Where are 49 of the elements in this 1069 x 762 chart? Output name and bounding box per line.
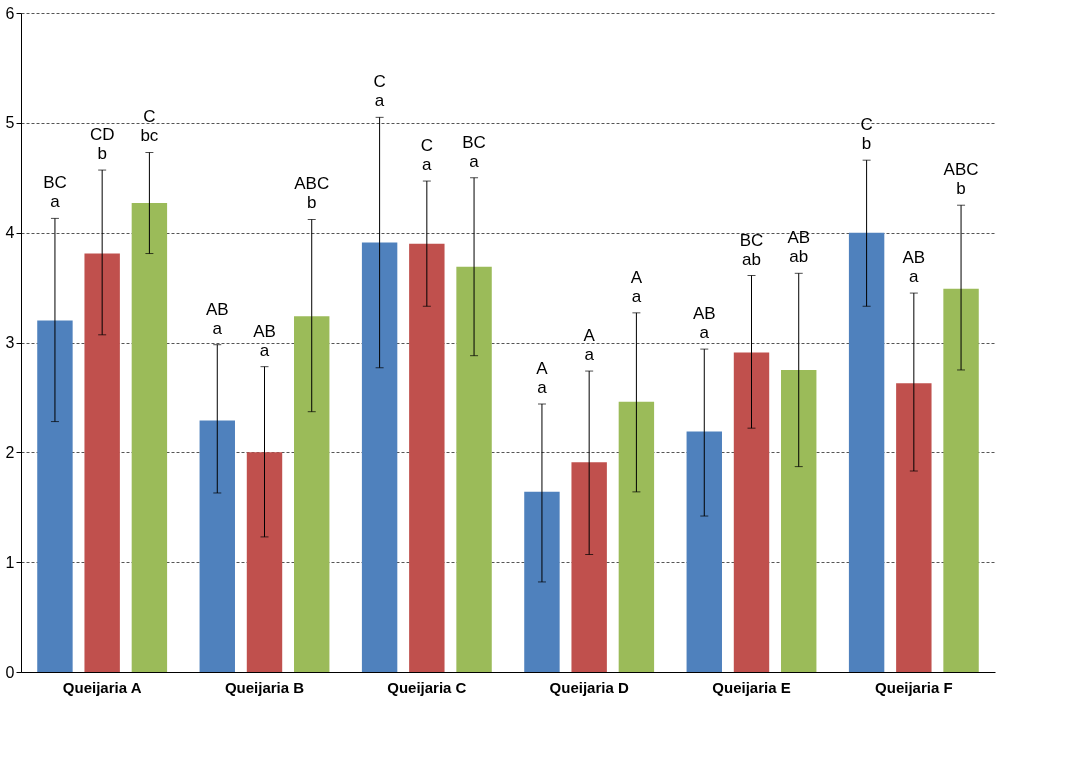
y-tick-label: 5 <box>5 114 15 132</box>
annotation: C a <box>420 136 433 175</box>
bar <box>361 242 398 672</box>
x-tick-label: Queijaria C <box>387 678 467 696</box>
bar <box>618 401 655 672</box>
y-tick-label: 4 <box>5 224 15 242</box>
bar <box>733 352 770 672</box>
annotation: AB a <box>205 299 229 338</box>
annotation: CD b <box>89 125 115 164</box>
bar <box>524 491 560 672</box>
x-tick-label: Queijaria E <box>712 678 791 696</box>
annotation: BC ab <box>739 230 764 269</box>
annotation: C a <box>373 72 386 111</box>
annotation: C b <box>860 115 873 154</box>
bar <box>37 320 73 672</box>
bar <box>131 203 168 672</box>
x-tick-label: Queijaria D <box>549 678 629 696</box>
y-tick-label: 6 <box>5 4 15 22</box>
bar <box>781 369 817 672</box>
bar <box>943 288 979 672</box>
bar <box>199 420 235 672</box>
bar <box>571 462 607 672</box>
bar <box>294 316 330 672</box>
annotation: C bc <box>140 107 159 146</box>
annotation: A a <box>630 267 643 306</box>
y-tick-label: 1 <box>5 553 15 571</box>
y-tick-label: 0 <box>5 663 15 681</box>
bar <box>848 232 885 672</box>
annotation: AB a <box>692 304 716 343</box>
bar <box>246 452 283 672</box>
annotation: BC a <box>462 132 486 171</box>
bar <box>686 431 722 672</box>
annotation: BC a <box>43 173 67 212</box>
annotation: AB a <box>902 248 926 287</box>
bar <box>456 266 492 672</box>
annotation: AB ab <box>787 228 811 267</box>
x-tick-label: Queijaria A <box>62 678 142 696</box>
annotation: A a <box>583 326 596 365</box>
annotation: ABC b <box>943 160 979 199</box>
annotation: AB a <box>253 321 276 360</box>
x-tick-label: Queijaria B <box>224 678 305 696</box>
x-tick-label: Queijaria F <box>875 678 953 696</box>
bar <box>896 383 932 672</box>
bar <box>409 243 445 672</box>
annotation: A a <box>536 359 549 398</box>
y-tick-label: 3 <box>5 334 15 351</box>
y-tick-label: 2 <box>5 443 15 461</box>
annotation: ABC b <box>294 174 330 213</box>
bar <box>84 253 120 672</box>
